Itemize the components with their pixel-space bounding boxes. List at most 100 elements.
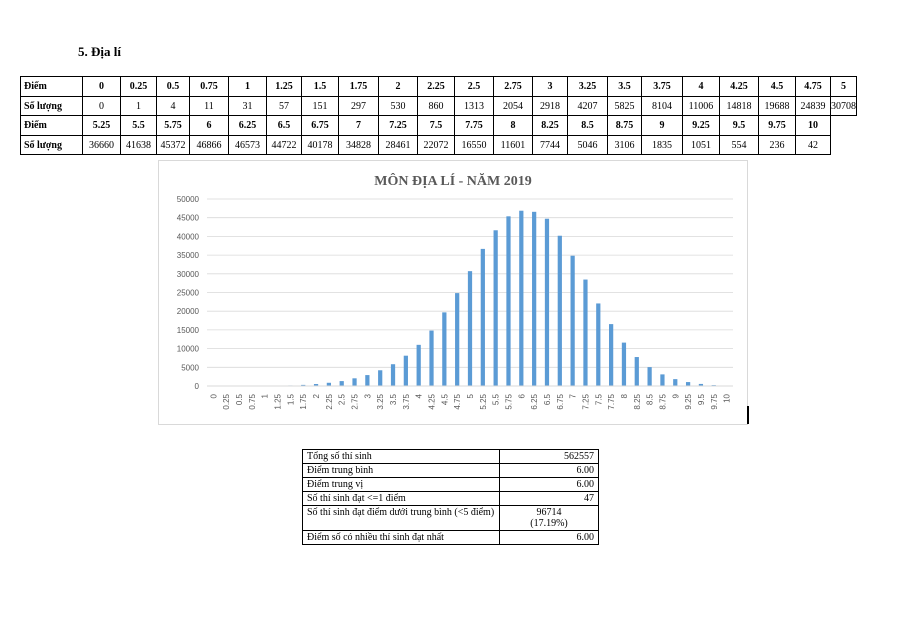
y-tick-label: 25000 <box>177 289 200 298</box>
table-cell: 46866 <box>189 135 229 155</box>
table-cell: 9 <box>641 115 683 136</box>
y-tick-label: 5000 <box>181 363 199 372</box>
stats-value: 6.00 <box>499 477 599 492</box>
stats-value: 6.00 <box>499 463 599 478</box>
x-tick-label: 0.5 <box>235 393 244 405</box>
bar <box>390 364 396 386</box>
table-cell: 31 <box>228 96 267 116</box>
table-cell: 860 <box>417 96 455 116</box>
bar <box>621 342 627 386</box>
x-tick-label: 5.25 <box>479 393 488 409</box>
table-cell: 3106 <box>607 135 642 155</box>
stats-row: Số thí sinh đạt <=1 điểm 47 <box>302 491 599 506</box>
table-cell: 44722 <box>266 135 302 155</box>
x-tick-label: 2.25 <box>325 393 334 409</box>
stats-label: Điểm số có nhiều thí sinh đạt nhất <box>302 530 500 545</box>
table-cell: 5046 <box>567 135 608 155</box>
histogram-chart: MÔN ĐỊA LÍ - NĂM 2019 0 5000 10000 15000 2000… <box>177 172 733 410</box>
x-tick-label: 7.25 <box>581 393 590 409</box>
summary-stats-table: Tổng số thí sinh 562557 Điểm trung bình 6.0… <box>302 449 599 545</box>
table-cell: 4.5 <box>758 76 796 97</box>
x-tick-label: 7.5 <box>594 393 603 405</box>
table-cell: 11 <box>189 96 229 116</box>
table-cell: 3.75 <box>641 76 683 97</box>
y-tick-label: 30000 <box>177 270 200 279</box>
bar <box>634 357 639 386</box>
x-tick-label: 6.25 <box>530 393 539 409</box>
y-tick-label: 10000 <box>177 345 200 354</box>
x-tick-label: 8 <box>620 393 629 398</box>
table-cell: 5825 <box>607 96 642 116</box>
stats-value-text: 47 <box>584 493 594 504</box>
table-cell: 1.75 <box>338 76 379 97</box>
table-cell: 2.25 <box>417 76 455 97</box>
stats-value: 562557 <box>499 449 599 464</box>
table-cell: 0 <box>82 76 121 97</box>
table-cell: 0.25 <box>120 76 157 97</box>
table-cell: 4 <box>682 76 720 97</box>
table-cell: 297 <box>338 96 379 116</box>
table-cell: 57 <box>266 96 302 116</box>
table-cell: 0.5 <box>156 76 190 97</box>
y-tick-label: 40000 <box>177 232 200 241</box>
bar <box>416 344 421 386</box>
table-cell: 2054 <box>493 96 533 116</box>
table-cell: 530 <box>378 96 418 116</box>
table-cell: Số lượng <box>20 135 83 155</box>
x-tick-label: 4.25 <box>428 393 437 409</box>
table-cell: 10 <box>795 115 831 136</box>
table-cell: 6 <box>189 115 229 136</box>
stats-value-text: 96714 <box>536 507 562 518</box>
table-cell: 3.25 <box>567 76 608 97</box>
stats-value-percent: (17.19%) <box>530 518 568 529</box>
bar <box>326 382 331 386</box>
stats-label: Điểm trung vị <box>302 477 500 492</box>
table-cell: 9.5 <box>719 115 759 136</box>
table-cell: 5.75 <box>156 115 190 136</box>
bar <box>455 293 460 386</box>
bar <box>313 384 319 386</box>
x-tick-label: 2 <box>312 393 321 398</box>
bar <box>532 211 537 386</box>
table-cell: 2.75 <box>493 76 533 97</box>
table-cell: 1.25 <box>266 76 302 97</box>
table-cell: 4.25 <box>719 76 759 97</box>
bar <box>519 210 524 386</box>
table-cell: 28461 <box>378 135 418 155</box>
table-cell: 8.5 <box>567 115 608 136</box>
table-cell: 151 <box>301 96 339 116</box>
score-distribution-table: Điểm 0 0.25 0.5 0.75 1 1.25 1.5 1.75 2 2.25 2.5 2.75… <box>20 76 857 155</box>
stats-label: Số thí sinh đạt <=1 điểm <box>302 491 500 506</box>
table-cell: 16550 <box>454 135 494 155</box>
table-row: Số lượng 36660 41638 45372 46866 46573 44722 40… <box>20 135 857 155</box>
table-cell: 8.75 <box>607 115 642 136</box>
x-tick-label: 5 <box>466 393 475 398</box>
stats-row: Điểm số có nhiều thí sinh đạt nhất 6.00 <box>302 530 599 545</box>
table-cell: 9.75 <box>758 115 796 136</box>
y-tick-label: 50000 <box>177 195 200 204</box>
y-tick-label: 15000 <box>177 326 200 335</box>
table-cell: 554 <box>719 135 759 155</box>
x-tick-label: 5.75 <box>504 393 513 409</box>
table-cell: 1835 <box>641 135 683 155</box>
table-cell: Điểm <box>20 115 83 136</box>
table-cell: 42 <box>795 135 831 155</box>
table-cell: 1 <box>120 96 157 116</box>
table-cell: 1313 <box>454 96 494 116</box>
x-tick-label: 3.75 <box>402 393 411 409</box>
table-cell: 7 <box>338 115 379 136</box>
table-cell: 7.75 <box>454 115 494 136</box>
table-cell: Số lượng <box>20 96 83 116</box>
bar <box>506 216 511 386</box>
x-tick-label: 4.5 <box>440 393 449 405</box>
table-cell: 30708 <box>830 96 857 116</box>
table-cell: 236 <box>758 135 796 155</box>
y-tick-label: 0 <box>195 382 200 391</box>
table-cell: 6.25 <box>228 115 267 136</box>
stats-value-text: 6.00 <box>576 465 595 476</box>
stats-row: Tổng số thí sinh 562557 <box>302 449 599 464</box>
bar <box>609 324 614 386</box>
bar <box>467 271 473 386</box>
text-cursor <box>747 406 749 424</box>
table-cell: 1051 <box>682 135 720 155</box>
